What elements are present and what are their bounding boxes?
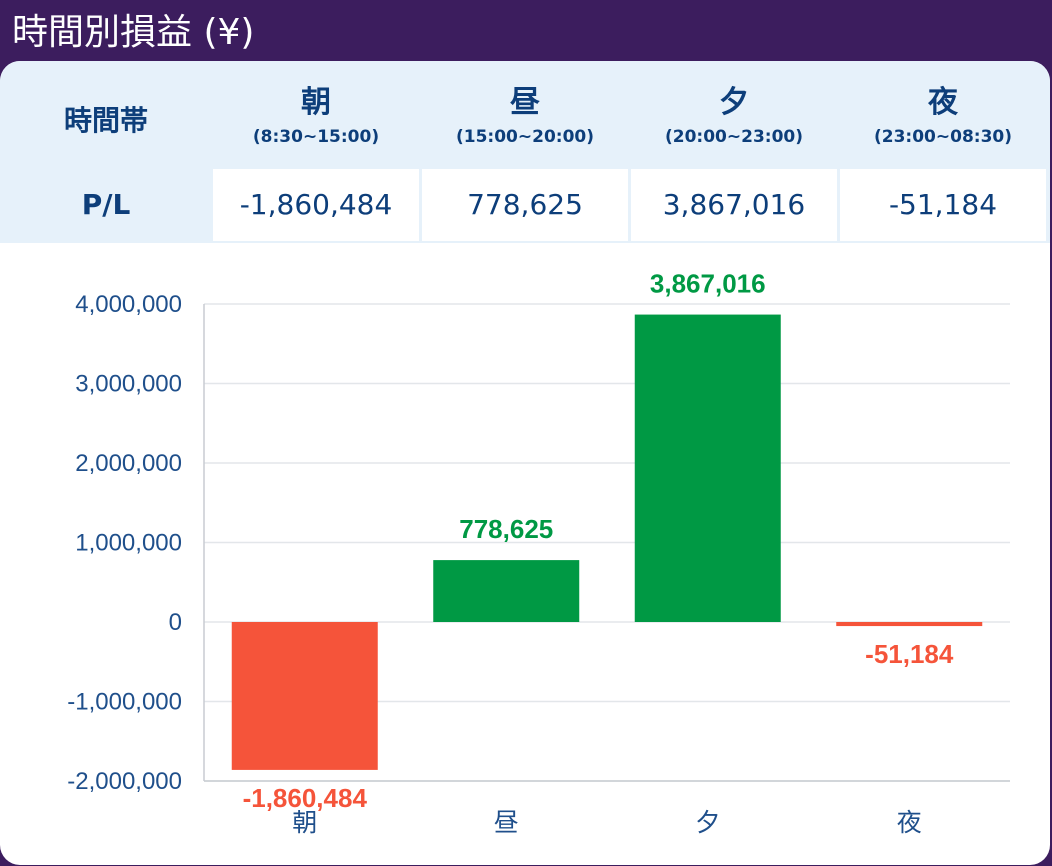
y-tick-label: -1,000,000	[67, 689, 182, 716]
data-label: -1,860,484	[243, 783, 368, 813]
y-tick-label: 1,000,000	[75, 530, 182, 557]
pl-value-daytime: 778,625	[422, 169, 628, 241]
y-tick-label: 4,000,000	[75, 291, 182, 318]
column-header-night: 夜 (23:00~08:30)	[839, 81, 1047, 149]
pl-value-night: -51,184	[840, 169, 1046, 241]
column-name: 昼	[510, 85, 540, 120]
bar-chart: 4,000,000 3,000,000 2,000,000 1,000,000 0 -1,…	[67, 269, 1010, 837]
column-header-morning: 朝 (8:30~15:00)	[212, 81, 420, 149]
pl-value-morning: -1,860,484	[213, 169, 419, 241]
page-title: 時間別損益 (¥)	[12, 12, 255, 53]
x-tick-label: 昼	[494, 808, 519, 837]
pl-value-evening: 3,867,016	[631, 169, 837, 241]
bar	[231, 622, 378, 770]
column-header-daytime: 昼 (15:00~20:00)	[421, 81, 629, 149]
column-time-range: (20:00~23:00)	[664, 127, 803, 147]
data-label: -51,184	[865, 639, 954, 669]
data-label: 778,625	[459, 514, 553, 544]
x-tick-label: 夜	[897, 808, 922, 837]
bar	[634, 314, 781, 622]
column-time-range: (8:30~15:00)	[252, 127, 380, 147]
y-tick-label: 3,000,000	[75, 371, 182, 398]
column-name: 夜	[928, 85, 958, 120]
bar	[433, 560, 580, 622]
y-tick-label: 2,000,000	[75, 450, 182, 477]
y-tick-label: -2,000,000	[67, 768, 182, 795]
y-tick-label: 0	[169, 609, 182, 636]
x-tick-label: 朝	[292, 808, 317, 837]
column-name: 朝	[301, 85, 331, 120]
column-time-range: (15:00~20:00)	[455, 127, 594, 147]
column-header-evening: 夕 (20:00~23:00)	[630, 81, 838, 149]
bar	[836, 622, 983, 627]
table-header-label: 時間帯	[63, 104, 148, 137]
time-period-table: 時間帯 朝 (8:30~15:00) 昼 (15:00~20:00) 夕 (20…	[0, 61, 1050, 243]
x-tick-label: 夕	[695, 808, 720, 837]
column-time-range: (23:00~08:30)	[873, 127, 1012, 147]
data-label: 3,867,016	[650, 269, 766, 299]
pl-row-label: P/L	[81, 188, 131, 221]
chart-card: 時間帯 朝 (8:30~15:00) 昼 (15:00~20:00) 夕 (20…	[0, 61, 1050, 865]
column-name: 夕	[719, 85, 749, 120]
